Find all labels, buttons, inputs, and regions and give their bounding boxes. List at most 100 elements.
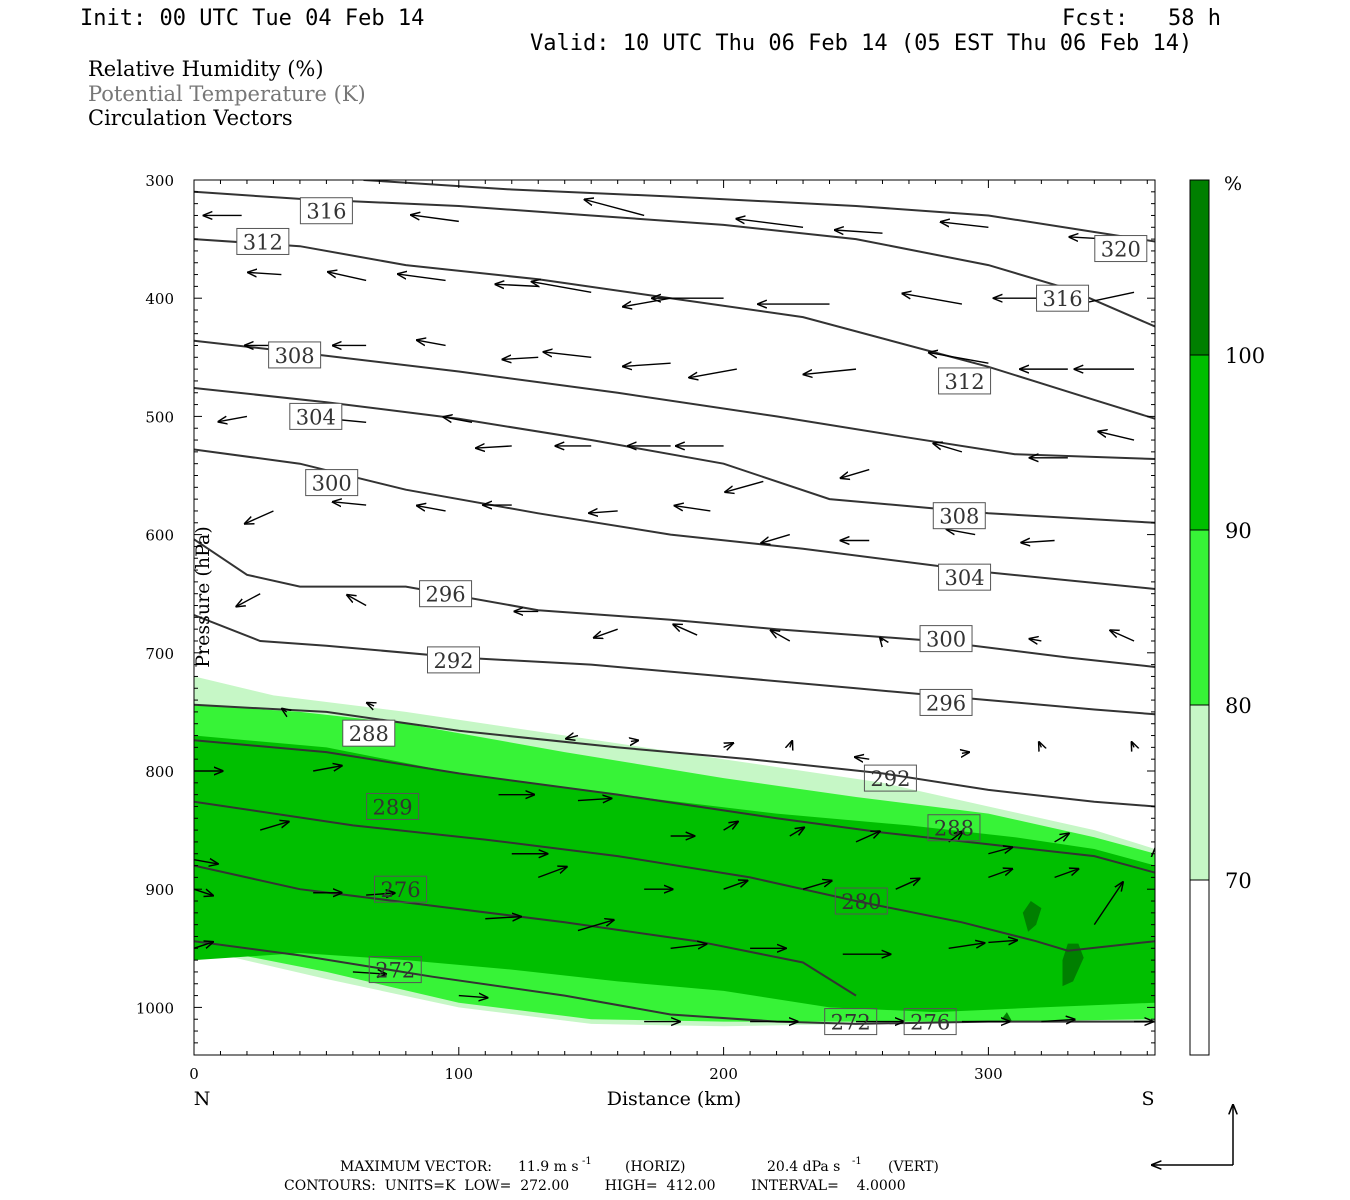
contour-label-box (236, 227, 290, 255)
y-tick-label: 900 (145, 881, 174, 899)
circulation-vector (218, 416, 248, 421)
contour-label-text: 308 (275, 344, 315, 368)
forecast-hour: Fcst: 58 h (1062, 6, 1221, 31)
contour-label: 308 (268, 341, 322, 369)
rh-region-100-patch (1022, 901, 1042, 932)
circulation-vector (328, 272, 367, 282)
circulation-vector (947, 529, 976, 534)
x-tick-label: 300 (974, 1065, 1003, 1083)
contour-label-box (1036, 284, 1090, 312)
contour-label-box (289, 402, 343, 430)
contour-labels: 316 312 320 316 308 312 304 300 308 304 296 300 292 2… (236, 197, 1148, 1036)
circulation-vector (855, 831, 880, 843)
contour-label-box (427, 646, 481, 674)
colorbar-level-label: 100 (1225, 344, 1265, 368)
circulation-vector (880, 638, 882, 641)
valid-time: Valid: 10 UTC Thu 06 Feb 14 (05 EST Thu … (530, 31, 1193, 56)
contour-label: 312 (236, 227, 290, 255)
circulation-vector (417, 340, 446, 345)
circulation-vector (725, 480, 764, 492)
colorbar-segment (1189, 179, 1210, 356)
legend-relative-humidity: Relative Humidity (%) (88, 57, 324, 81)
contour-label: 312 (938, 367, 992, 395)
footer-contours: CONTOURS: UNITS=K LOW= 272.00 HIGH= 412.… (284, 1178, 906, 1194)
y-axis-label: Pressure (hPa) (192, 526, 214, 668)
init-time: Init: 00 UTC Tue 04 Feb 14 (80, 6, 425, 31)
circulation-vector (895, 879, 920, 890)
circulation-vector (260, 822, 289, 831)
relative-humidity-shading (194, 676, 1155, 1027)
contour-label: 280 (834, 887, 888, 915)
circulation-vector (789, 827, 804, 837)
circulation-vector (411, 215, 459, 223)
circulation-vector (631, 740, 638, 741)
x-tick-label: 100 (444, 1065, 473, 1083)
contour-label-box (824, 1008, 878, 1036)
contour-label: 288 (342, 719, 396, 747)
circulation-vector (194, 889, 213, 895)
circulation-vector (194, 942, 213, 948)
y-tick-label: 700 (145, 645, 174, 663)
colorbar-segment (1189, 704, 1210, 881)
circulation-vector (623, 363, 671, 366)
circulation-vector (577, 798, 611, 800)
contour-label-box (938, 563, 992, 591)
circulation-vector (589, 511, 618, 513)
circulation-vector (835, 230, 883, 233)
contour-label-text: 304 (296, 405, 336, 429)
circulation-vector (1029, 639, 1042, 641)
x-tick-label: 200 (709, 1065, 738, 1083)
contour-label-box (366, 792, 420, 820)
x-tick-label: 0 (189, 1065, 199, 1083)
x-end-label-north: N (194, 1088, 211, 1110)
contour-label-text: 300 (312, 472, 352, 496)
contour-label-text: 276 (910, 1011, 950, 1035)
circulation-vector (670, 944, 707, 948)
contour-label: 316 (299, 197, 353, 225)
colorbar-segment (1189, 879, 1210, 1056)
contour-label-box (919, 688, 973, 716)
y-tick-label: 500 (145, 408, 174, 426)
circulation-vector (248, 272, 282, 274)
footer-max-vector-label: MAXIMUM VECTOR: (340, 1159, 492, 1175)
contour-label-text: 312 (945, 370, 985, 394)
circulation-vector (417, 506, 446, 511)
y-tick-label: 600 (145, 527, 174, 545)
circulation-vector (988, 869, 1012, 879)
circulation-vector (544, 352, 592, 358)
y-tick-label: 300 (145, 172, 174, 190)
circulation-vector (313, 766, 342, 771)
theta-contour-320 (363, 180, 1155, 243)
circulation-vector (1054, 869, 1079, 879)
circulation-vector (855, 757, 870, 759)
circulation-vector (962, 752, 969, 753)
circulation-vector (933, 443, 963, 453)
colorbar-level-label: 80 (1225, 694, 1252, 718)
circulation-vector (841, 468, 870, 479)
contour-label: 272 (368, 956, 422, 984)
colorbar-segment (1189, 529, 1210, 706)
legend-potential-temperature: Potential Temperature (K) (88, 82, 366, 106)
circulation-vector (1098, 432, 1135, 441)
legend-circulation-vectors: Circulation Vectors (88, 106, 293, 130)
contour-label: 304 (289, 402, 343, 430)
contour-label-box (834, 887, 888, 915)
contour-label-box (342, 719, 396, 747)
circulation-vector (585, 200, 645, 217)
circulation-vector (443, 417, 473, 422)
circulation-vector (761, 533, 790, 544)
contour-label-box (927, 814, 981, 842)
contour-label-text: 280 (841, 890, 881, 914)
contour-label: 320 (1094, 235, 1148, 263)
circulation-vector (623, 297, 671, 307)
theta-contour-312 (194, 238, 1155, 420)
circulation-vector (502, 357, 539, 359)
theta-contour-284 (194, 739, 1155, 874)
circulation-vector (941, 222, 989, 228)
circulation-vector (194, 860, 218, 864)
rh-region-90 (194, 735, 1155, 1013)
contour-label: 289 (366, 792, 420, 820)
contour-label-text: 312 (243, 230, 283, 254)
circulation-vector (675, 506, 711, 512)
